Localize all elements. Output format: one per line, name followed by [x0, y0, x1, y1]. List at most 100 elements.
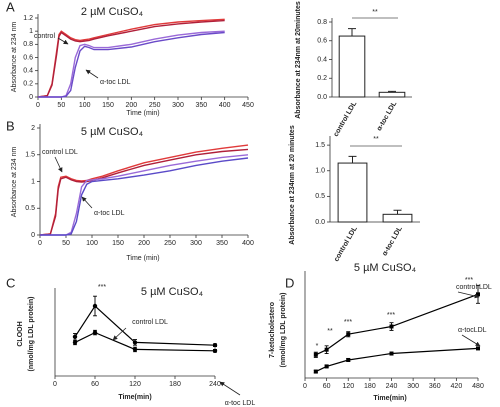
annotation-arrow [457, 291, 480, 299]
x-tick-label: 420 [451, 383, 463, 390]
annotation: *** [98, 284, 106, 291]
y-tick-label: 0.6 [317, 38, 327, 45]
data-line [38, 31, 225, 98]
x-tick-label: 60 [323, 383, 331, 390]
annotation: ** [372, 9, 378, 16]
data-line [38, 30, 225, 98]
x-tick-label: 400 [242, 240, 254, 247]
data-point [72, 334, 78, 339]
data-point [346, 357, 351, 362]
x-tick-label: 120 [342, 383, 354, 390]
data-line [39, 148, 249, 236]
x-tick-label: 0 [36, 102, 40, 109]
x-tick-label: 180 [169, 381, 181, 388]
annotation-arrow [112, 327, 127, 341]
data-point [313, 352, 318, 357]
annotation: control LDL [42, 149, 78, 156]
data-point [324, 347, 329, 352]
x-tick-label: control LDL [333, 225, 359, 263]
y-axis-label: Absorbance at 234 nm [11, 22, 18, 93]
annotation: α-toc LDL [94, 210, 125, 217]
y-tick-label: 0.4 [317, 56, 327, 63]
y-tick-label: 0.4 [23, 68, 33, 75]
panel-letter: D [285, 275, 294, 290]
data-point [132, 347, 138, 352]
y-tick-label: 1.5 [25, 152, 35, 159]
annotation: ** [373, 136, 379, 143]
x-axis-label: Time(min) [118, 394, 151, 401]
chart-title: 5 µM CuSO₄ [141, 286, 204, 298]
panel-letter: A [6, 0, 15, 14]
y-tick-label: 1.5 [315, 142, 325, 149]
error-bar [388, 90, 396, 93]
x-tick-label: 0 [53, 381, 57, 388]
x-tick-label: 350 [216, 240, 228, 247]
x-tick-label: 300 [172, 102, 184, 109]
x-tick-label: 200 [125, 102, 137, 109]
x-tick-label: 60 [91, 381, 99, 388]
x-tick-label: 150 [102, 102, 114, 109]
y-tick-label: 0 [31, 232, 35, 239]
data-point [72, 340, 78, 345]
chart-title: 2 µM CuSO₄ [81, 6, 144, 18]
annotation: *** [387, 312, 395, 319]
x-tick-label: control LDL [333, 100, 359, 138]
annotation-arrow [85, 69, 99, 79]
chart-title: 5 µM CuSO₄ [81, 126, 144, 138]
x-tick-label: 0 [38, 240, 42, 247]
x-tick-label: 250 [149, 102, 161, 109]
x-tick-label: 150 [112, 240, 124, 247]
error-bar [393, 209, 402, 215]
y-tick-label: 0.2 [23, 81, 33, 88]
y-tick-label: 2 [31, 125, 35, 132]
data-line [74, 331, 216, 352]
error-bar [348, 155, 357, 164]
annotation: α-tocLDL [458, 327, 487, 334]
x-tick-label: 250 [164, 240, 176, 247]
x-tick-label: 360 [429, 383, 441, 390]
annotation: *** [344, 319, 352, 326]
panel-letter: C [6, 275, 15, 290]
data-point [92, 303, 98, 309]
x-tick-label: 450 [242, 102, 254, 109]
data-point [212, 348, 218, 353]
y-tick-label: 0 [29, 94, 33, 101]
x-tick-label: 180 [364, 383, 376, 390]
x-tick-label: 120 [129, 381, 141, 388]
y-tick-label: 0.5 [25, 205, 35, 212]
annotation-arrow [54, 156, 63, 173]
bar [382, 213, 413, 223]
y-tick-label: 0.8 [317, 19, 327, 26]
annotation-arrow [57, 37, 69, 45]
error-bar [348, 28, 356, 37]
x-tick-label: 100 [86, 240, 98, 247]
x-tick-label: 0 [303, 383, 307, 390]
data-point [324, 364, 329, 369]
y-tick-label: 0.2 [317, 75, 327, 82]
x-tick-label: 100 [79, 102, 91, 109]
y-axis-label: Absorbance at 234nm at 20minutes [295, 1, 302, 119]
y-axis-label: (nmol/mg LDL protein) [280, 293, 287, 368]
annotation: control LDL [456, 284, 492, 291]
x-tick-label: 480 [472, 383, 484, 390]
panel-letter: B [6, 118, 15, 133]
y-axis-label: (nmol/mg LDL protein) [28, 297, 35, 372]
annotation: ** [327, 328, 333, 335]
y-tick-label: 0.0 [315, 219, 325, 226]
x-axis-label: Time (min) [126, 255, 159, 262]
bar [337, 162, 368, 223]
x-tick-label: 300 [190, 240, 202, 247]
x-tick-label: 200 [138, 240, 150, 247]
x-axis-label: Time (min) [126, 110, 159, 117]
data-point [476, 292, 480, 297]
x-tick-label: 50 [57, 102, 65, 109]
y-axis-label: Absorbance at 234 nm [11, 147, 18, 218]
bar [338, 35, 366, 98]
annotation-arrow [461, 334, 481, 347]
x-tick-label: 400 [219, 102, 231, 109]
y-tick-label: 0.0 [317, 94, 327, 101]
data-line [40, 157, 249, 236]
y-tick-label: 1.2 [23, 15, 33, 22]
